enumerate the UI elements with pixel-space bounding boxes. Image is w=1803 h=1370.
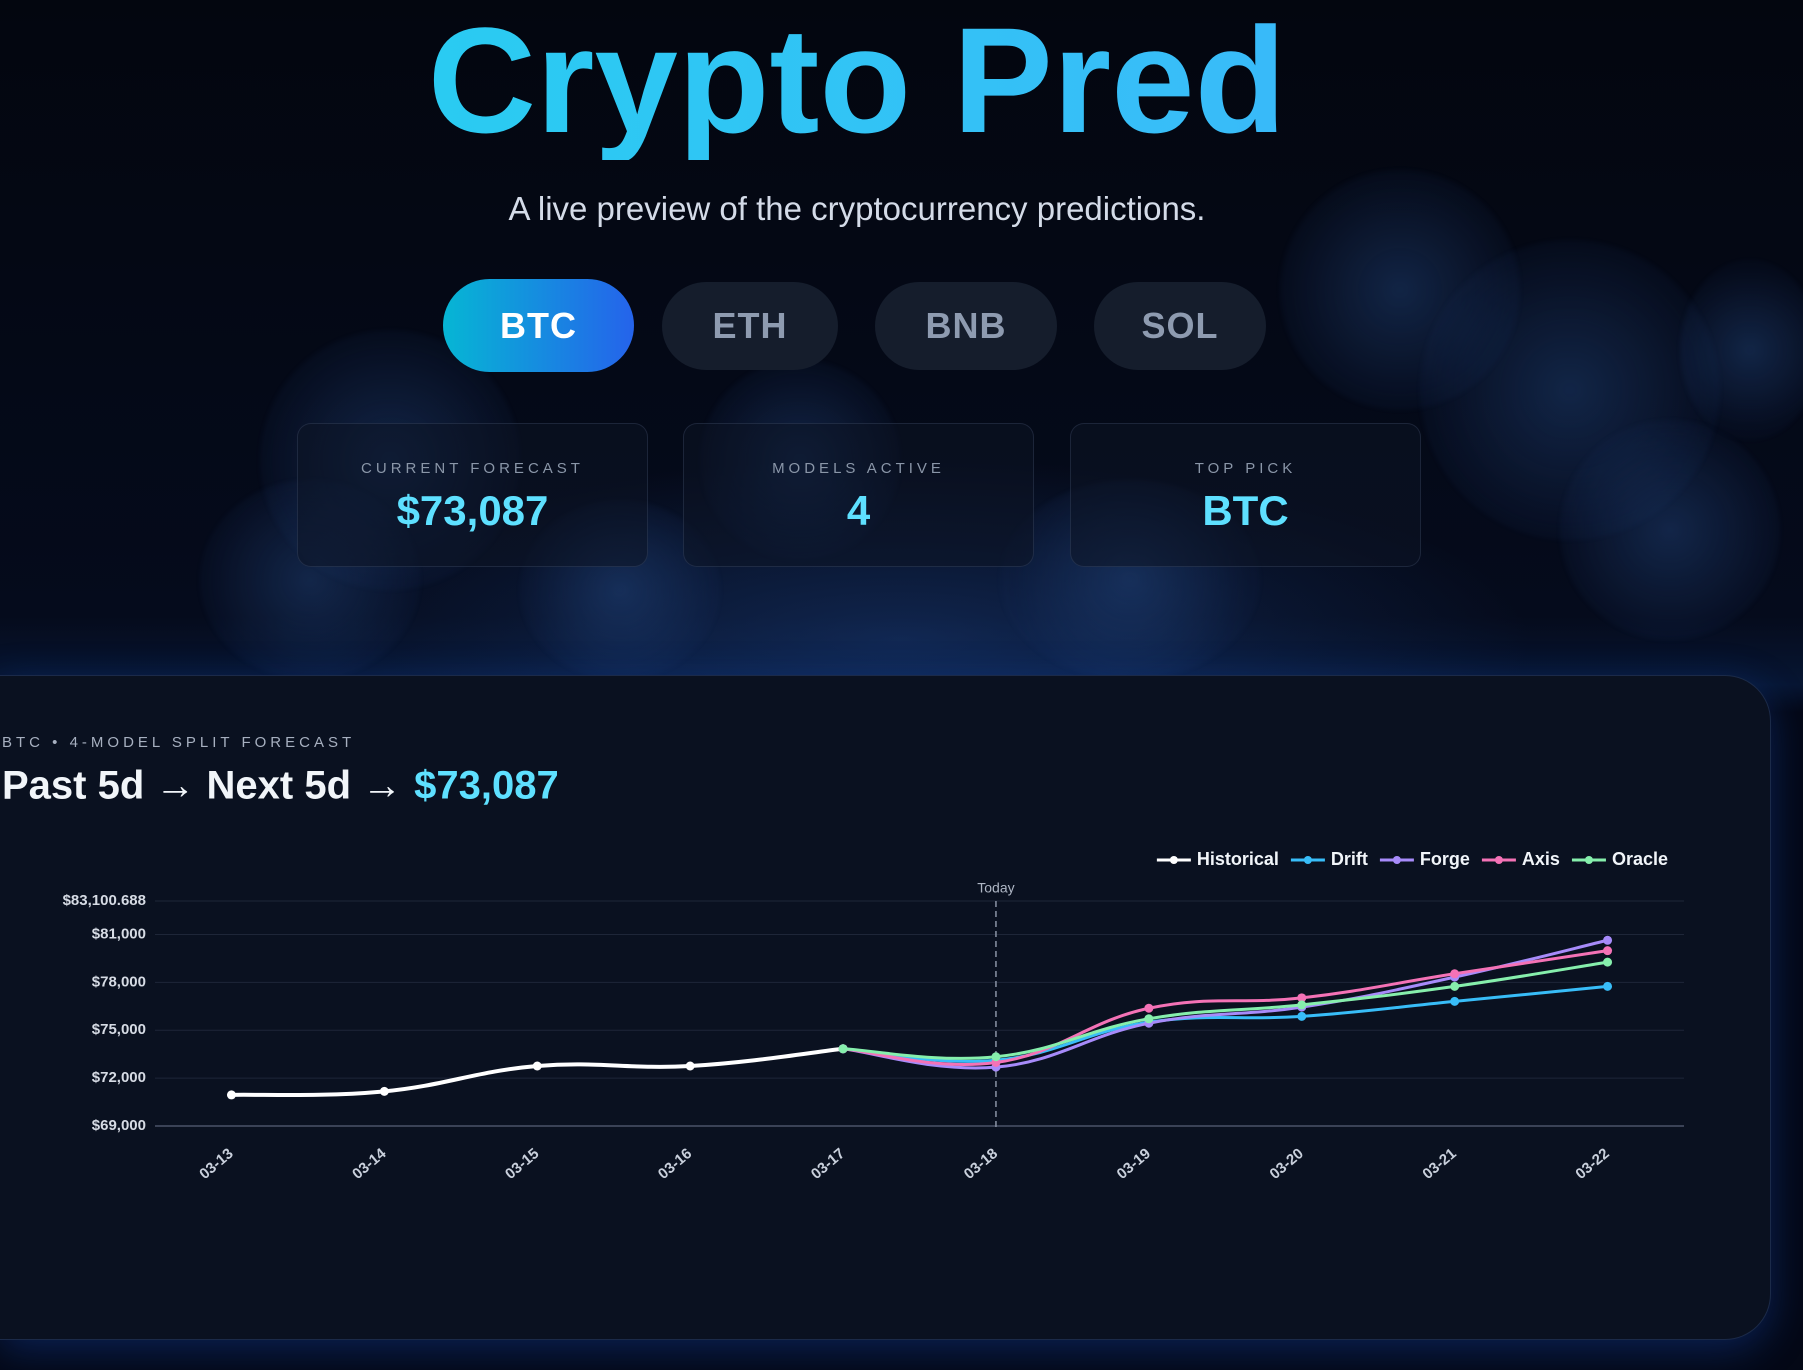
stat-label: CURRENT FORECAST xyxy=(361,460,584,477)
data-point xyxy=(1144,1003,1154,1013)
x-tick-label: 03-19 xyxy=(1114,1145,1154,1183)
chart-title: Past 5d → Next 5d → xyxy=(2,764,402,808)
stat-card: TOP PICK BTC xyxy=(1070,423,1421,567)
data-point xyxy=(1603,935,1613,945)
bokeh xyxy=(1560,420,1780,640)
coin-tab[interactable]: BTC xyxy=(443,279,634,372)
series-line xyxy=(842,938,1608,1070)
data-point xyxy=(1450,981,1460,991)
x-tick-label: 03-14 xyxy=(349,1145,390,1183)
bokeh xyxy=(1280,170,1520,410)
app-subtitle: A live preview of the cryptocurrency pre… xyxy=(508,190,1206,227)
y-tick-label: $81,000 xyxy=(92,925,146,942)
data-point xyxy=(1450,969,1460,979)
legend-label: Drift xyxy=(1331,849,1368,869)
legend-dot xyxy=(1303,856,1312,864)
coin-tab[interactable]: ETH xyxy=(662,282,838,370)
bokeh xyxy=(1680,260,1803,440)
legend-item: Axis xyxy=(1481,849,1560,869)
data-point xyxy=(838,1044,848,1054)
x-tick-label: 03-15 xyxy=(502,1145,542,1183)
bokeh xyxy=(1420,240,1720,540)
series-line xyxy=(842,949,1608,1066)
y-tick-label: $72,000 xyxy=(92,1069,146,1086)
data-point xyxy=(1603,946,1613,956)
legend-item: Drift xyxy=(1290,849,1368,869)
legend-dot xyxy=(1584,856,1593,864)
legend-item: Oracle xyxy=(1571,849,1668,869)
series-line xyxy=(842,984,1608,1063)
data-point xyxy=(226,1090,236,1100)
legend-label: Axis xyxy=(1522,849,1560,869)
y-tick-label: $69,000 xyxy=(92,1117,146,1134)
legend-dot xyxy=(1494,856,1503,864)
y-tick-label: $78,000 xyxy=(92,973,146,990)
x-tick-label: 03-20 xyxy=(1267,1145,1307,1183)
data-point xyxy=(1297,993,1307,1003)
series-line xyxy=(231,1046,844,1098)
data-point xyxy=(379,1086,389,1096)
data-point xyxy=(1603,957,1613,967)
x-tick-label: 03-16 xyxy=(655,1145,695,1183)
stat-card: MODELS ACTIVE 4 xyxy=(683,423,1034,567)
chart-title-value: $73,087 xyxy=(414,764,559,808)
coin-tab[interactable]: BNB xyxy=(875,282,1057,370)
legend-label: Oracle xyxy=(1612,849,1668,869)
legend-dot xyxy=(1392,856,1401,864)
series-line xyxy=(842,960,1608,1060)
stat-label: TOP PICK xyxy=(1194,460,1297,477)
today-label: Today xyxy=(977,880,1014,896)
data-point xyxy=(1450,996,1460,1006)
chart-panel: BTC • 4-MODEL SPLIT FORECAST Past 5d → N… xyxy=(0,675,1771,1340)
chart: BTC • 4-MODEL SPLIT FORECAST Past 5d → N… xyxy=(2,734,1684,1183)
x-tick-label: 03-21 xyxy=(1419,1145,1459,1183)
x-tick-label: 03-17 xyxy=(808,1145,848,1183)
legend-item: Forge xyxy=(1379,849,1470,869)
legend-dot xyxy=(1169,856,1178,864)
x-tick-label: 03-13 xyxy=(196,1145,236,1183)
data-point xyxy=(1603,981,1613,991)
stat-value: 4 xyxy=(846,487,871,534)
stat-card: CURRENT FORECAST $73,087 xyxy=(297,423,648,567)
x-tick-label: 03-18 xyxy=(961,1145,1001,1183)
legend-label: Forge xyxy=(1420,849,1470,869)
coin-tab[interactable]: SOL xyxy=(1094,282,1266,370)
stat-label: MODELS ACTIVE xyxy=(772,460,945,477)
x-tick-label: 03-22 xyxy=(1572,1145,1612,1183)
data-point xyxy=(1297,1011,1307,1021)
data-point xyxy=(685,1061,695,1071)
data-point xyxy=(532,1061,542,1071)
legend-item: Historical xyxy=(1156,849,1279,869)
chart-kicker: BTC • 4-MODEL SPLIT FORECAST xyxy=(2,734,355,751)
stat-value: $73,087 xyxy=(396,487,549,534)
app-title: Crypto Pred xyxy=(0,0,1714,160)
y-tick-label: $75,000 xyxy=(92,1021,146,1038)
data-point xyxy=(1144,1014,1154,1024)
y-tick-label: $83,100.688 xyxy=(63,892,146,909)
data-point xyxy=(991,1052,1001,1062)
stat-value: BTC xyxy=(1202,487,1289,534)
legend-label: Historical xyxy=(1197,849,1279,869)
data-point xyxy=(1297,1000,1307,1010)
